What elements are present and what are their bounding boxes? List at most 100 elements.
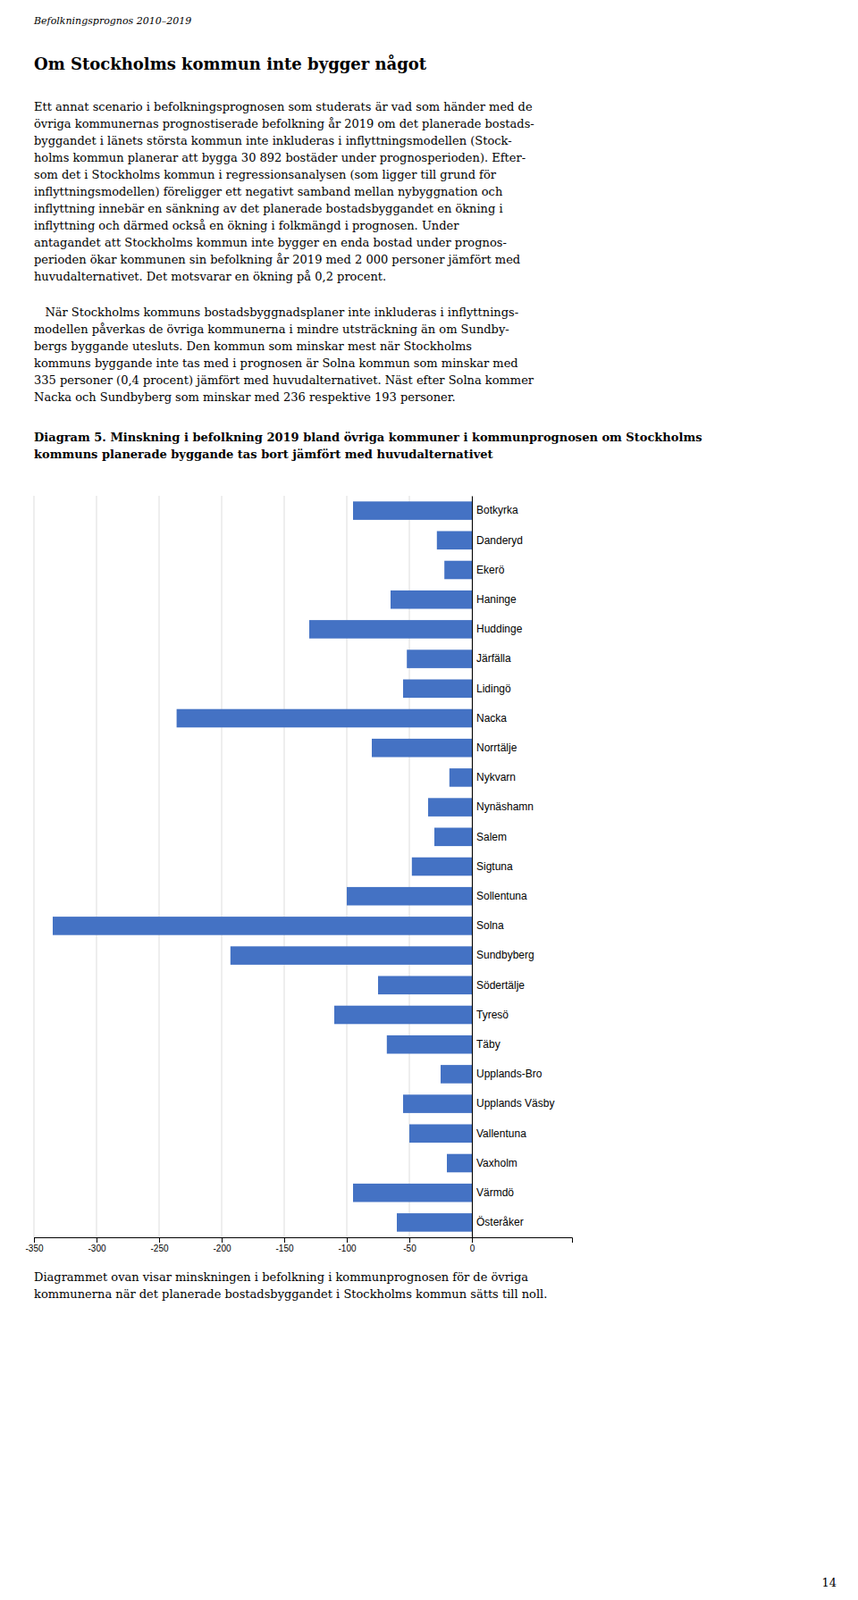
grid-line bbox=[33, 496, 35, 1238]
chart: -350 -300 -250 -200 -150 -100 -50 0 Botkyrka Dand… bbox=[25, 496, 572, 1254]
grid-line bbox=[159, 496, 160, 1238]
x-tick: -250 bbox=[150, 1237, 169, 1254]
category-label: Värmdö bbox=[476, 1186, 514, 1200]
page: Befolkningsprognos 2010–2019Om Stockholm… bbox=[0, 0, 858, 1600]
bars bbox=[52, 501, 472, 1232]
category-label: Botkyrka bbox=[476, 504, 519, 517]
y-tick: Nynäshamn bbox=[471, 800, 534, 814]
bar bbox=[176, 709, 472, 729]
y-tick: Upplands Väsby bbox=[471, 1097, 555, 1111]
grid-line bbox=[96, 496, 98, 1238]
chart-title-line: kommuns planerade byggande tas bort jämf… bbox=[33, 447, 494, 462]
bar bbox=[346, 887, 472, 907]
bar bbox=[371, 739, 472, 758]
category-label: Järfälla bbox=[476, 652, 512, 665]
y-tick: Nykvarn bbox=[471, 771, 516, 784]
bar bbox=[434, 828, 472, 848]
bar bbox=[449, 768, 472, 788]
caption-line: Diagrammet ovan visar minskningen i befo… bbox=[33, 1270, 529, 1285]
category-label: Danderyd bbox=[476, 534, 523, 547]
x-tick-mark bbox=[346, 1237, 348, 1244]
y-tick: Norrtälje bbox=[471, 741, 518, 755]
x-tick: -50 bbox=[403, 1237, 417, 1254]
grid-line bbox=[284, 496, 286, 1238]
category-label: Upplands Väsby bbox=[476, 1097, 555, 1111]
x-tick: -200 bbox=[212, 1237, 231, 1254]
y-tick: Vallentuna bbox=[471, 1127, 527, 1141]
category-label: Nykvarn bbox=[476, 771, 516, 784]
grid bbox=[33, 496, 472, 1238]
bar bbox=[386, 1035, 472, 1055]
y-tick: Sigtuna bbox=[471, 860, 514, 874]
x-tick-label: -150 bbox=[275, 1244, 294, 1254]
y-tick: Ekerö bbox=[471, 563, 505, 577]
body-line: När Stockholms kommuns bostadsbyggnadspl… bbox=[33, 305, 519, 320]
bar bbox=[412, 858, 472, 877]
background bbox=[0, 0, 858, 1600]
body-line: inflyttningsmodellen) föreligger ett neg… bbox=[33, 185, 504, 199]
bar bbox=[403, 1094, 472, 1114]
bar bbox=[230, 946, 472, 966]
header: Befolkningsprognos 2010–2019 bbox=[33, 15, 192, 27]
body-line: perioden ökar kommunen sin befolkning år… bbox=[33, 252, 521, 267]
body-line: Ett annat scenario i befolkningsprognose… bbox=[33, 100, 533, 114]
y-tick: Haninge bbox=[471, 593, 517, 606]
bar bbox=[396, 1213, 472, 1233]
body-line: bergs byggande utesluts. Den kommun som … bbox=[33, 339, 472, 354]
x-tick-mark bbox=[159, 1237, 160, 1244]
x-tick: 0 bbox=[470, 1237, 476, 1254]
x-tick-mark bbox=[409, 1237, 411, 1244]
body-line: inflyttning innebär en sänkning av det p… bbox=[33, 201, 504, 216]
x-tick-label: -50 bbox=[403, 1244, 417, 1254]
x-tick: -150 bbox=[275, 1237, 294, 1254]
y-tick: Täby bbox=[471, 1038, 501, 1052]
y-axis: BotkyrkaDanderydEkeröHaningeHuddingeJärf… bbox=[471, 496, 555, 1239]
bar bbox=[444, 561, 472, 581]
bar bbox=[403, 680, 472, 699]
category-label: Ekerö bbox=[476, 563, 505, 577]
caption-line: kommunerna när det planerade bostadsbygg… bbox=[33, 1287, 547, 1302]
body-line: antagandet att Stockholms kommun inte by… bbox=[33, 235, 507, 250]
x-tick-label: -300 bbox=[87, 1244, 106, 1254]
category-label: Salem bbox=[476, 831, 507, 844]
bar bbox=[446, 1154, 472, 1174]
chart-title: Diagram 5. Minskning i befolkning 2019 b… bbox=[33, 430, 702, 462]
body-line: huvudalternativet. Det motsvarar en ökni… bbox=[33, 269, 387, 284]
bar bbox=[406, 649, 472, 669]
grid-line bbox=[346, 496, 348, 1238]
x-tick: -100 bbox=[337, 1237, 356, 1254]
y-tick: Tyresö bbox=[471, 1009, 509, 1022]
y-tick: Salem bbox=[471, 831, 507, 844]
category-label: Österåker bbox=[476, 1216, 524, 1229]
y-tick: Danderyd bbox=[471, 534, 523, 547]
body-line: holms kommun planerar att bygga 30 892 b… bbox=[33, 151, 526, 165]
bar bbox=[334, 1006, 472, 1026]
category-label: Tyresö bbox=[476, 1009, 509, 1022]
body-line: övriga kommunernas prognostiserade befol… bbox=[33, 117, 535, 131]
y-tick: Sollentuna bbox=[471, 890, 528, 903]
body-line: 335 personer (0,4 procent) jämfört med h… bbox=[33, 373, 535, 387]
y-tick: Österåker bbox=[471, 1216, 524, 1229]
category-label: Vallentuna bbox=[476, 1127, 527, 1141]
x-tick-mark bbox=[284, 1237, 286, 1244]
category-label: Sollentuna bbox=[476, 890, 528, 903]
caption: Diagrammet ovan visar minskningen i befo… bbox=[33, 1270, 547, 1302]
y-tick: Nacka bbox=[471, 712, 507, 725]
body-line: Nacka och Sundbyberg som minskar med 236… bbox=[33, 390, 456, 404]
bar bbox=[390, 590, 472, 610]
y-tick: Upplands-Bro bbox=[471, 1068, 543, 1081]
category-label: Täby bbox=[476, 1038, 501, 1052]
y-tick: Järfälla bbox=[471, 652, 512, 665]
y-tick: Botkyrka bbox=[471, 504, 519, 517]
x-tick-label: 0 bbox=[470, 1244, 476, 1254]
zero-line bbox=[471, 496, 473, 1239]
x-tick-label: -200 bbox=[212, 1244, 231, 1254]
y-tick: Vaxholm bbox=[471, 1157, 518, 1170]
x-axis: -350 -300 -250 -200 -150 -100 -50 0 bbox=[25, 1237, 572, 1254]
x-tick-mark bbox=[33, 1237, 35, 1244]
x-tick: -300 bbox=[87, 1237, 106, 1254]
bar bbox=[440, 1065, 472, 1085]
x-tick: -350 bbox=[25, 1237, 43, 1254]
category-label: Lidingö bbox=[476, 682, 512, 696]
category-label: Haninge bbox=[476, 593, 517, 606]
